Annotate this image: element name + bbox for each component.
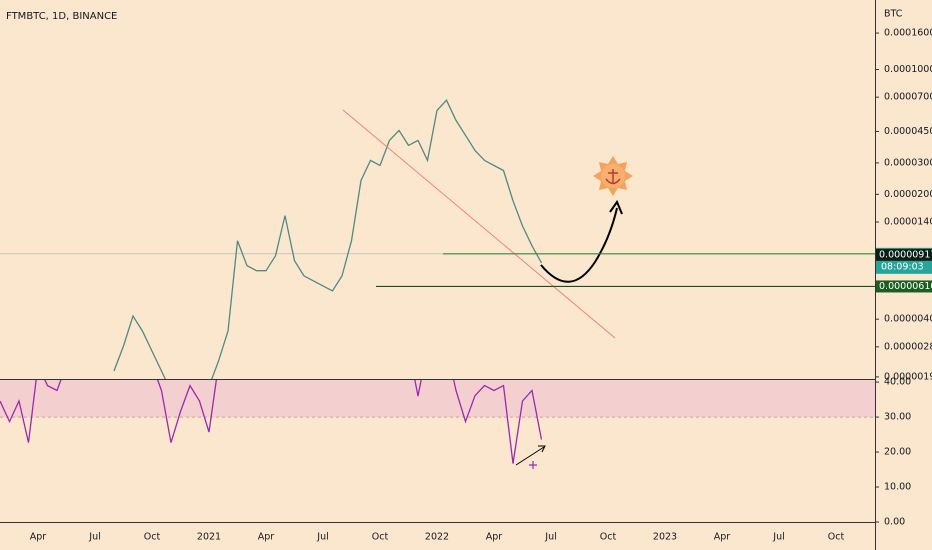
y-tick-label: 0.00010000 [884,64,932,75]
x-tick-label: 2022 [425,532,449,543]
rsi-arrow-head [538,445,546,453]
plus-mark [529,461,537,469]
y-tick-label: 0.00000280 [884,341,932,352]
price-badge-label: 0.00000917 [879,249,932,260]
x-tick-label: Apr [486,532,503,543]
curve-arrow [540,207,618,283]
y-tick-label: 0.00004500 [884,126,932,137]
y-tick-label: 0.00016000 [884,28,932,39]
countdown: 08:09:03 [881,261,924,272]
price-pane [0,99,875,379]
x-tick-label: Jul [316,532,328,543]
rsi-tick-label: 20.00 [884,447,911,458]
y-tick-label: 0.00007000 [884,92,932,103]
y-tick-label: 0.00000400 [884,314,932,325]
y-tick-label: 0.00003000 [884,157,932,168]
x-tick-label: Jul [544,532,556,543]
rsi-tick-label: 0.00 [884,517,905,528]
rsi-arrow [515,446,545,466]
x-tick-label: Oct [828,532,845,543]
price-line [113,99,543,379]
price-badge [876,280,932,293]
x-tick-label: Oct [600,532,617,543]
x-tick-label: Apr [30,532,47,543]
rsi-tick-label: 40.00 [884,377,911,388]
y-tick-label: 0.00000190 [884,371,932,382]
rsi-band [0,380,875,418]
x-tick-label: Oct [144,532,161,543]
rsi-tick-label: 10.00 [884,482,911,493]
price-badge [876,248,932,261]
price-badge-label: 0.00000610 [879,281,932,292]
x-tick-label: Jul [88,532,100,543]
x-tick-label: 2021 [197,532,221,543]
x-tick-label: Apr [714,532,731,543]
anchor-badge [593,156,633,196]
trend-line [342,109,616,339]
x-tick-label: 2023 [653,532,677,543]
x-tick-label: Apr [258,532,275,543]
x-tick-label: Oct [372,532,389,543]
axes: 0.00016000 0.00010000 0.00007000 0.00004500… [30,28,932,543]
y-tick-label: 0.00002000 [884,189,932,200]
y-axis-label: BTC [884,9,903,20]
y-tick-label: 0.00001400 [884,217,932,228]
chart-title: FTMBTC, 1D, BINANCE [6,11,117,22]
x-tick-label: Jul [772,532,784,543]
rsi-pane [0,380,875,464]
rsi-tick-label: 30.00 [884,412,911,423]
arrow-head [609,199,623,215]
